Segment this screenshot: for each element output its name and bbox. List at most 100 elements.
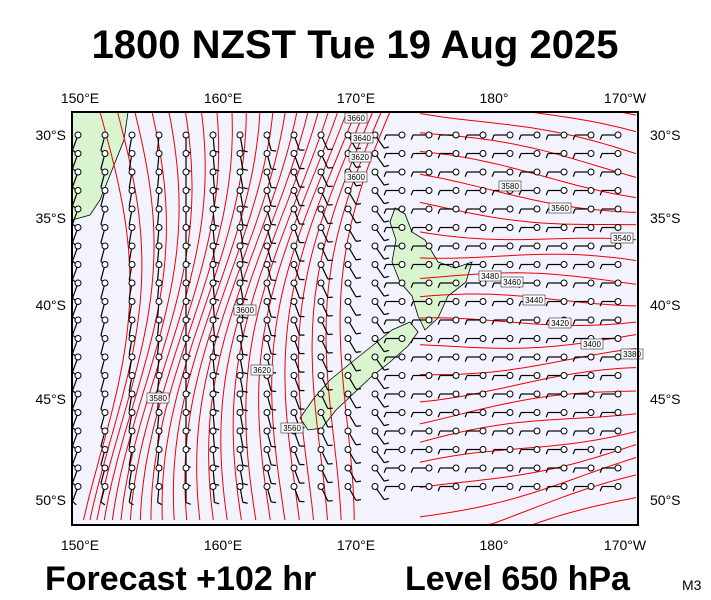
barb-station (317, 205, 325, 213)
barb-flag (100, 501, 106, 506)
barb-station (452, 409, 460, 416)
barb-flag (491, 338, 495, 344)
barb-station (344, 464, 352, 472)
barb-station (344, 409, 352, 416)
barb-station (587, 298, 595, 305)
barb-station (479, 335, 487, 342)
barb-station (614, 335, 622, 342)
barb-station (371, 150, 379, 157)
barb-station (74, 483, 82, 490)
barb-flag (437, 486, 441, 492)
barb-station (74, 298, 82, 305)
barb-station (533, 372, 541, 379)
barb-flag (383, 227, 387, 233)
barb-station (155, 168, 163, 176)
barb-flag (384, 479, 390, 482)
contour-label: 3440 (525, 296, 543, 305)
barb-flag (383, 301, 387, 307)
barb-flag (355, 221, 362, 224)
barb-station (317, 353, 325, 361)
barb-station (479, 409, 487, 416)
barb-flag (464, 245, 468, 251)
barb-flag (572, 227, 576, 233)
barb-station (398, 187, 406, 194)
barb-station (452, 427, 460, 435)
barb-station (614, 409, 622, 416)
barb-station (614, 261, 622, 268)
barb-station (101, 335, 109, 342)
barb-station (155, 409, 163, 416)
barb-flag (545, 486, 549, 492)
barb-flag (599, 412, 603, 418)
barb-flag (599, 301, 603, 307)
barb-station (236, 409, 244, 416)
barb-station (128, 316, 136, 324)
barb-station (155, 261, 163, 268)
barb-flag (437, 190, 441, 196)
barb-flag (599, 356, 603, 362)
barb-station (263, 446, 271, 453)
barb-flag (355, 406, 362, 409)
barb-flag (383, 171, 387, 177)
barb-station (533, 242, 541, 250)
barb-station (317, 316, 325, 324)
barb-flag (572, 190, 576, 196)
barb-flag (545, 171, 549, 177)
contour-label-box (233, 304, 257, 316)
barb-flag (355, 203, 362, 205)
barb-station (74, 446, 82, 453)
barb-flag (242, 150, 248, 153)
barb-station (290, 298, 298, 305)
barb-station (560, 168, 568, 176)
barb-flag (410, 486, 414, 492)
barb-flag (271, 427, 277, 430)
barb-flag (383, 282, 387, 288)
barb-station (209, 316, 217, 324)
barb-station (398, 168, 406, 176)
barb-station (533, 464, 541, 472)
barb-station (290, 483, 298, 490)
barb-station (344, 224, 352, 231)
barb-flag (383, 245, 387, 251)
barb-station (506, 335, 514, 342)
barb-flag (383, 153, 387, 159)
contour-label-box (548, 202, 572, 214)
barb-flag (464, 134, 468, 140)
barb-flag (384, 164, 390, 168)
barb-station (614, 187, 622, 194)
barb-station (74, 205, 82, 213)
barb-flag (491, 467, 495, 473)
barb-station (209, 150, 217, 157)
barb-station (371, 224, 379, 231)
barb-station (452, 316, 460, 324)
barb-station (479, 483, 487, 490)
barb-flag (355, 240, 362, 242)
barb-station (236, 168, 244, 176)
barb-flag (437, 393, 441, 399)
barb-station (182, 409, 190, 416)
barb-station (398, 427, 406, 435)
barb-flag (437, 319, 441, 325)
barb-station (209, 168, 217, 176)
barb-station (236, 187, 244, 194)
barb-flag (410, 282, 414, 288)
barb-flag (599, 449, 603, 455)
barb-station (128, 390, 136, 398)
contour-label-box (548, 317, 572, 329)
title: 1800 NZST Tue 19 Aug 2025 (92, 23, 619, 67)
barb-flag (491, 412, 495, 418)
barb-station (317, 242, 325, 250)
barb-station (128, 205, 136, 213)
barb-flag (384, 183, 390, 186)
barb-station (533, 224, 541, 231)
contour-label-box (280, 422, 304, 434)
contour-line (103, 111, 167, 521)
barb-station (479, 316, 487, 324)
barb-flag (572, 393, 576, 399)
barb-station (614, 483, 622, 490)
barb-station (317, 187, 325, 194)
barb-station (236, 261, 244, 268)
barb-flag (384, 312, 390, 316)
barb-station (317, 335, 325, 342)
barb-flag (464, 467, 468, 473)
